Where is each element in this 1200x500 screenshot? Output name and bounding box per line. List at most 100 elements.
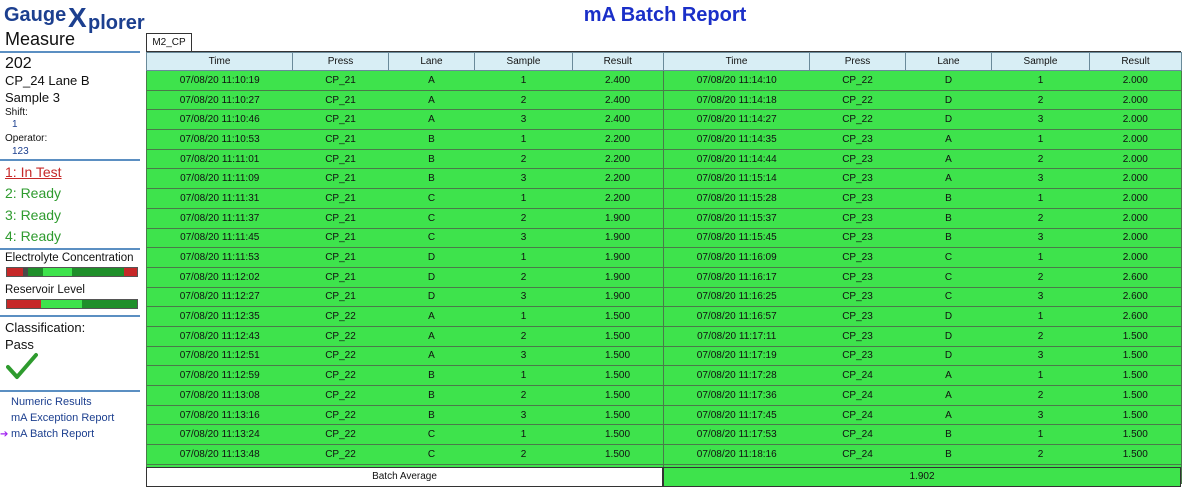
table-row[interactable]: 07/08/20 11:14:35 CP_23 A 1 2.000 — [663, 129, 1182, 150]
table-row[interactable]: 07/08/20 11:10:46 CP_21 A 3 2.400 — [146, 109, 664, 131]
column-header-time[interactable]: Time — [663, 52, 810, 71]
logo-text-x: X — [68, 2, 87, 33]
cell-lane: C — [388, 207, 475, 229]
table-row[interactable]: 07/08/20 11:14:10 CP_22 D 1 2.000 — [663, 70, 1182, 91]
cell-time: 07/08/20 11:11:37 — [146, 207, 293, 229]
cell-time: 07/08/20 11:12:27 — [146, 286, 293, 308]
table-row[interactable]: 07/08/20 11:17:19 CP_23 D 3 1.500 — [663, 345, 1182, 367]
cell-lane: B — [905, 444, 992, 465]
table-row[interactable]: 07/08/20 11:10:19 CP_21 A 1 2.400 — [146, 70, 664, 91]
cell-sample: 3 — [474, 227, 573, 249]
table-row[interactable]: 07/08/20 11:16:57 CP_23 D 1 2.600 — [663, 306, 1182, 327]
table-row[interactable]: 07/08/20 11:16:25 CP_23 C 3 2.600 — [663, 286, 1182, 308]
station-1-status[interactable]: 1: In Test — [5, 164, 62, 180]
column-header-press[interactable]: Press — [809, 52, 906, 71]
table-row[interactable]: 07/08/20 11:12:35 CP_22 A 1 1.500 — [146, 306, 664, 327]
cell-lane: D — [905, 109, 992, 131]
table-row[interactable]: 07/08/20 11:16:17 CP_23 C 2 2.600 — [663, 266, 1182, 288]
table-row[interactable]: 07/08/20 11:12:59 CP_22 B 1 1.500 — [146, 365, 664, 386]
table-row[interactable]: 07/08/20 11:16:09 CP_23 C 1 2.000 — [663, 247, 1182, 268]
column-header-result[interactable]: Result — [572, 52, 664, 71]
table-row[interactable]: 07/08/20 11:13:08 CP_22 B 2 1.500 — [146, 385, 664, 406]
station-2-status[interactable]: 2: Ready — [5, 185, 62, 201]
cell-time: 07/08/20 11:14:10 — [663, 70, 810, 91]
nav-ma-exception-report[interactable]: mA Exception Report — [11, 412, 115, 424]
table-row[interactable]: 07/08/20 11:12:51 CP_22 A 3 1.500 — [146, 345, 664, 367]
table-row[interactable]: 07/08/20 11:12:27 CP_21 D 3 1.900 — [146, 286, 664, 308]
cell-press: CP_21 — [292, 266, 389, 288]
station-4-status[interactable]: 4: Ready — [5, 228, 62, 244]
table-row[interactable]: 07/08/20 11:10:27 CP_21 A 2 2.400 — [146, 89, 664, 111]
table-row[interactable]: 07/08/20 11:17:53 CP_24 B 1 1.500 — [663, 424, 1182, 446]
table-row[interactable]: 07/08/20 11:11:31 CP_21 C 1 2.200 — [146, 188, 664, 209]
column-header-press[interactable]: Press — [292, 52, 389, 71]
column-header-time[interactable]: Time — [146, 52, 293, 71]
table-row[interactable]: 07/08/20 11:11:45 CP_21 C 3 1.900 — [146, 227, 664, 249]
table-row[interactable]: 07/08/20 11:15:28 CP_23 B 1 2.000 — [663, 188, 1182, 209]
lane-info: CP_24 Lane B — [5, 73, 90, 88]
column-header-sample[interactable]: Sample — [991, 52, 1090, 71]
cell-lane: B — [905, 424, 992, 446]
table-row[interactable]: 07/08/20 11:17:45 CP_24 A 3 1.500 — [663, 404, 1182, 426]
nav-numeric-results[interactable]: Numeric Results — [11, 396, 92, 408]
table-row[interactable]: 07/08/20 11:15:45 CP_23 B 3 2.000 — [663, 227, 1182, 249]
column-header-sample[interactable]: Sample — [474, 52, 573, 71]
nav-ma-batch-report[interactable]: mA Batch Report — [11, 428, 95, 440]
cell-sample: 3 — [474, 404, 573, 426]
table-row[interactable]: 07/08/20 11:11:09 CP_21 B 3 2.200 — [146, 168, 664, 190]
cell-sample: 3 — [991, 345, 1090, 367]
table-row[interactable]: 07/08/20 11:17:28 CP_24 A 1 1.500 — [663, 365, 1182, 386]
divider — [0, 51, 140, 53]
station-3-status[interactable]: 3: Ready — [5, 207, 62, 223]
table-row[interactable]: 07/08/20 11:12:43 CP_22 A 2 1.500 — [146, 325, 664, 347]
app-logo: Gauge X plorer — [4, 2, 145, 34]
batch-average-value: 1.902 — [663, 467, 1181, 487]
table-row[interactable]: 07/08/20 11:12:02 CP_21 D 2 1.900 — [146, 266, 664, 288]
table-row[interactable]: 07/08/20 11:15:14 CP_23 A 3 2.000 — [663, 168, 1182, 190]
sidebar: Gauge X plorer Measure 202 CP_24 Lane B … — [0, 0, 145, 500]
cell-lane: A — [388, 325, 475, 347]
cell-time: 07/08/20 11:17:19 — [663, 345, 810, 367]
cell-time: 07/08/20 11:14:27 — [663, 109, 810, 131]
table-row[interactable]: 07/08/20 11:11:53 CP_21 D 1 1.900 — [146, 247, 664, 268]
meter-segment — [71, 268, 124, 276]
cell-press: CP_23 — [809, 306, 906, 327]
cell-sample: 2 — [474, 444, 573, 465]
cell-sample: 2 — [991, 385, 1090, 406]
table-row[interactable]: 07/08/20 11:17:11 CP_23 D 2 1.500 — [663, 325, 1182, 347]
cell-sample: 1 — [991, 365, 1090, 386]
column-header-lane[interactable]: Lane — [388, 52, 475, 71]
cell-time: 07/08/20 11:11:45 — [146, 227, 293, 249]
cell-lane: D — [905, 345, 992, 367]
cell-lane: D — [388, 266, 475, 288]
table-row[interactable]: 07/08/20 11:18:16 CP_24 B 2 1.500 — [663, 444, 1182, 465]
table-row[interactable]: 07/08/20 11:17:36 CP_24 A 2 1.500 — [663, 385, 1182, 406]
table-row[interactable]: 07/08/20 11:14:27 CP_22 D 3 2.000 — [663, 109, 1182, 131]
column-header-lane[interactable]: Lane — [905, 52, 992, 71]
cell-result: 1.500 — [572, 306, 664, 327]
cell-time: 07/08/20 11:13:08 — [146, 385, 293, 406]
table-row[interactable]: 07/08/20 11:10:53 CP_21 B 1 2.200 — [146, 129, 664, 150]
column-header-result[interactable]: Result — [1089, 52, 1182, 71]
cell-result: 2.200 — [572, 168, 664, 190]
table-row[interactable]: 07/08/20 11:15:37 CP_23 B 2 2.000 — [663, 207, 1182, 229]
table-row[interactable]: 07/08/20 11:13:24 CP_22 C 1 1.500 — [146, 424, 664, 446]
cell-time: 07/08/20 11:10:53 — [146, 129, 293, 150]
logo-text-plorer: plorer — [88, 12, 145, 34]
batch-average-label: Batch Average — [146, 467, 663, 487]
cell-sample: 2 — [474, 207, 573, 229]
tab-m2-cp[interactable]: M2_CP — [146, 33, 192, 51]
cell-sample: 3 — [474, 345, 573, 367]
table-row[interactable]: 07/08/20 11:11:01 CP_21 B 2 2.200 — [146, 148, 664, 170]
table-row[interactable]: 07/08/20 11:14:44 CP_23 A 2 2.000 — [663, 148, 1182, 170]
cell-time: 07/08/20 11:15:37 — [663, 207, 810, 229]
cell-lane: B — [388, 385, 475, 406]
table-row[interactable]: 07/08/20 11:14:18 CP_22 D 2 2.000 — [663, 89, 1182, 111]
cell-sample: 2 — [991, 266, 1090, 288]
table-row[interactable]: 07/08/20 11:13:16 CP_22 B 3 1.500 — [146, 404, 664, 426]
cell-press: CP_24 — [809, 444, 906, 465]
table-row[interactable]: 07/08/20 11:13:48 CP_22 C 2 1.500 — [146, 444, 664, 465]
cell-sample: 1 — [474, 70, 573, 91]
table-row[interactable]: 07/08/20 11:11:37 CP_21 C 2 1.900 — [146, 207, 664, 229]
cell-result: 1.500 — [1089, 385, 1182, 406]
